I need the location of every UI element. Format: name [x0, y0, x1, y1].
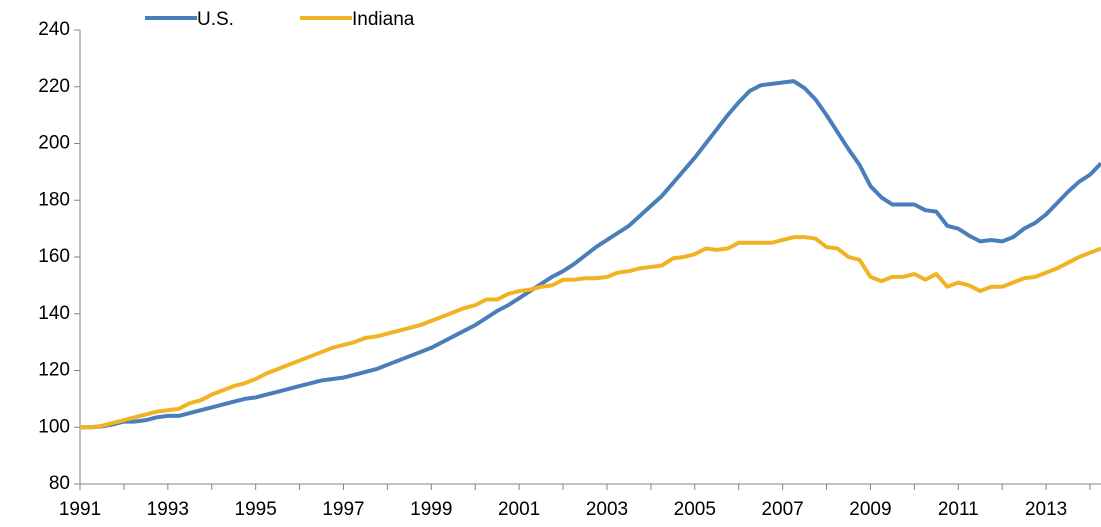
- y-tick-label: 180: [38, 189, 70, 210]
- y-tick-label: 240: [38, 19, 70, 40]
- y-tick-label: 80: [49, 473, 70, 494]
- y-tick-label: 220: [38, 76, 70, 97]
- x-tick-label: 2013: [1025, 499, 1067, 520]
- line-series: [80, 235, 1101, 430]
- x-tick-label: 2009: [849, 499, 891, 520]
- x-tick-label: 1999: [410, 499, 452, 520]
- x-tick-label: 1993: [147, 499, 189, 520]
- x-tick-label: 1997: [322, 499, 364, 520]
- x-tick-label: 2001: [498, 499, 540, 520]
- x-tick-label: 1995: [235, 499, 277, 520]
- x-tick-label: 2011: [938, 499, 979, 520]
- legend-label: Indiana: [352, 9, 415, 30]
- line-series: [80, 79, 1101, 430]
- y-tick-label: 120: [38, 360, 70, 381]
- y-tick-label: 200: [38, 133, 70, 154]
- y-tick-label: 100: [38, 416, 70, 437]
- x-tick-label: 2003: [586, 499, 628, 520]
- y-tick-label: 160: [38, 246, 70, 267]
- y-tick-label: 140: [38, 303, 70, 324]
- legend-label: U.S.: [197, 9, 234, 30]
- x-tick-label: 1991: [59, 499, 101, 520]
- x-tick-label: 2007: [761, 499, 803, 520]
- x-tick-label: 2005: [674, 499, 716, 520]
